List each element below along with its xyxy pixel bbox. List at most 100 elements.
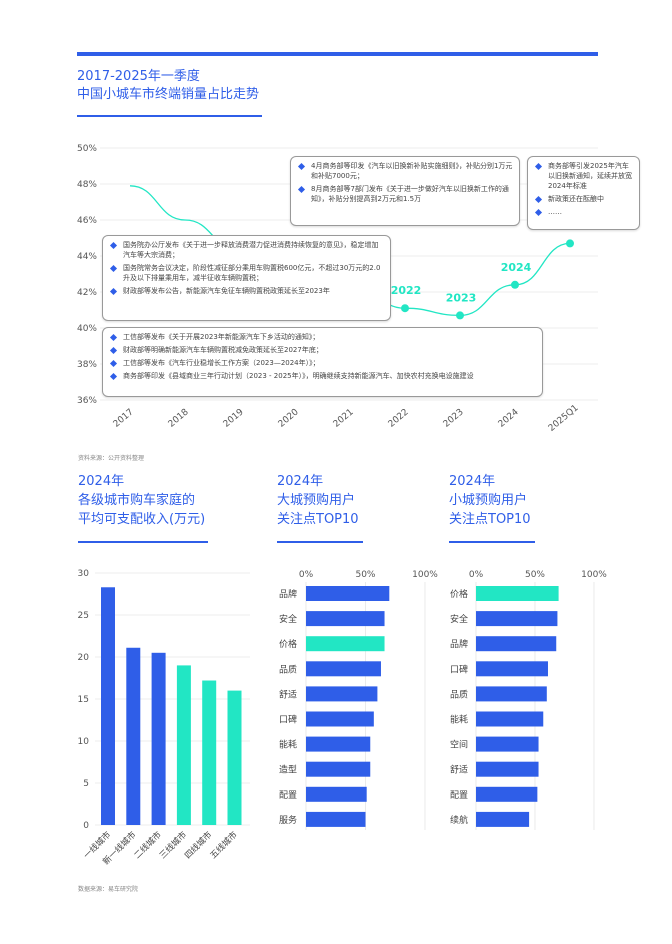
y-tick-label: 50% <box>77 144 97 154</box>
category-label: 配置 <box>450 790 468 801</box>
bar <box>306 736 371 752</box>
bar <box>476 661 548 677</box>
title-line: 2024年 <box>277 474 324 489</box>
category-label: 安全 <box>279 613 297 625</box>
category-label: 续航 <box>450 814 468 826</box>
y-tick-label: 36% <box>77 396 97 406</box>
category-label: 能耗 <box>450 714 468 726</box>
data-point <box>566 239 574 248</box>
annotation-box-2024: 4月商务部等印发《汽车以旧换新补贴实施细则》，补贴分别1万元和补贴7000元； … <box>290 156 520 226</box>
annotation-box-2022: 国务院办公厅发布《关于进一步释放消费潜力促进消费持续恢复的意见》，稳定增加汽车等… <box>102 235 391 321</box>
annotation-box-2023: 工信部等发布《关于开展2023年新能源汽车下乡活动的通知》； 财政部等明确新能源… <box>102 327 543 397</box>
annotation-item: 国务院办公厅发布《关于进一步释放消费潜力促进消费持续恢复的意见》，稳定增加汽车等… <box>109 240 384 260</box>
annotation-item: 商务部等印发《县域商业三年行动计划（2023 - 2025年）》，明确继续支持新… <box>109 371 536 381</box>
y-tick-label: 40% <box>77 324 97 334</box>
y-tick-label: 44% <box>77 252 97 262</box>
y-tick-label: 5 <box>83 779 89 789</box>
title-line: 2024年 <box>449 474 496 489</box>
category-label: 服务 <box>279 814 297 826</box>
y-tick-label: 30 <box>78 569 90 579</box>
bar <box>306 786 367 802</box>
category-label: 品质 <box>279 663 297 675</box>
title-line: 关注点TOP10 <box>449 512 531 527</box>
source-note-1: 资料来源：公开资料整理 <box>78 455 145 462</box>
y-tick-label: 10 <box>78 737 90 747</box>
page-title-line2: 中国小城车市终端销量占比走势 <box>77 87 260 102</box>
annotation-item: 国务院常务会议决定，阶段性减征部分乘用车购置税600亿元，不超过30万元的2.0… <box>109 263 384 283</box>
small-city-chart-title: 2024年 小城预购用户 关注点TOP10 <box>449 472 531 529</box>
x-tick-label: 50% <box>355 570 375 580</box>
category-label: 品质 <box>450 688 468 700</box>
top-accent-bar <box>77 52 598 56</box>
category-label: 配置 <box>279 790 297 801</box>
bar <box>101 587 115 825</box>
x-tick-label: 100% <box>581 570 607 580</box>
bar <box>306 586 390 601</box>
x-tick-label: 五线城市 <box>208 829 240 861</box>
big-city-title-underline <box>277 541 363 543</box>
source-note-2: 数据来源：易车研究院 <box>78 886 139 893</box>
bar <box>476 811 530 827</box>
x-tick-label: 100% <box>412 570 438 580</box>
x-tick-label: 0% <box>469 570 484 580</box>
bar <box>476 786 538 802</box>
annotation-item: 工信部等发布《关于开展2023年新能源汽车下乡活动的通知》； <box>109 332 536 342</box>
y-tick-label: 48% <box>77 180 97 190</box>
bar <box>476 761 539 777</box>
bar <box>126 647 141 825</box>
bar <box>227 690 242 825</box>
title-line: 大城预购用户 <box>277 493 356 508</box>
y-tick-label: 0 <box>83 821 89 831</box>
bar <box>476 636 557 652</box>
annotation-item: 财政部等发布公告，新能源汽车免征车辆购置税政策延长至2023年 <box>109 286 384 296</box>
bar <box>202 680 217 825</box>
data-point-label: 2023 <box>446 291 477 304</box>
y-tick-label: 15 <box>78 695 89 705</box>
y-tick-label: 38% <box>77 360 97 370</box>
annotation-box-2025: 商务部等引发2025年汽车以旧换新通知，延续并放宽2024年标准 新政策还在酝酿… <box>527 156 640 230</box>
bar <box>176 665 191 825</box>
small-city-title-underline <box>449 541 535 543</box>
category-label: 空间 <box>450 739 468 751</box>
income-title-underline <box>78 541 208 543</box>
bar <box>476 586 559 601</box>
bar <box>306 661 381 677</box>
bar <box>306 611 385 627</box>
bar <box>306 686 378 702</box>
bar <box>476 611 558 627</box>
category-label: 价格 <box>450 588 468 600</box>
annotation-item: 新政策还在酝酿中 <box>534 194 633 204</box>
x-tick-label: 50% <box>525 570 545 580</box>
annotation-item: 财政部等明确新能源汽车车辆购置税减免政策延长至2027年底； <box>109 345 536 355</box>
data-point <box>456 311 464 320</box>
income-chart-title: 2024年 各级城市购车家庭的 平均可支配收入(万元) <box>78 472 205 529</box>
data-point <box>401 304 409 313</box>
bar <box>306 711 374 727</box>
title-line: 平均可支配收入(万元) <box>78 512 206 527</box>
annotation-item: 商务部等引发2025年汽车以旧换新通知，延续并放宽2024年标准 <box>534 161 633 191</box>
data-point <box>511 280 519 289</box>
annotation-item: 8月商务部等7部门发布《关于进一步做好汽车以旧换新工作的通知》，补贴分别提高到2… <box>297 184 513 204</box>
y-tick-label: 46% <box>77 216 97 226</box>
bar <box>151 652 166 825</box>
title-line: 小城预购用户 <box>449 493 528 508</box>
data-point-label: 2022 <box>391 284 422 297</box>
annotation-item: 工信部等发布《汽车行业稳增长工作方案（2023—2024年）》； <box>109 358 536 368</box>
annotation-item: …… <box>534 207 633 217</box>
x-tick-label: 0% <box>299 570 314 580</box>
y-tick-label: 20 <box>78 653 90 663</box>
category-label: 口碑 <box>279 714 297 726</box>
bar <box>476 711 544 727</box>
big-city-chart-title: 2024年 大城预购用户 关注点TOP10 <box>277 472 359 529</box>
category-label: 价格 <box>279 638 297 650</box>
bar <box>476 736 539 752</box>
bar <box>306 761 371 777</box>
page-title-line1: 2017-2025年一季度 <box>77 69 200 84</box>
bar <box>306 636 385 652</box>
category-label: 品牌 <box>450 638 468 650</box>
category-label: 能耗 <box>279 739 297 751</box>
bar <box>476 686 547 702</box>
category-label: 口碑 <box>450 663 468 675</box>
category-label: 舒适 <box>279 688 297 700</box>
